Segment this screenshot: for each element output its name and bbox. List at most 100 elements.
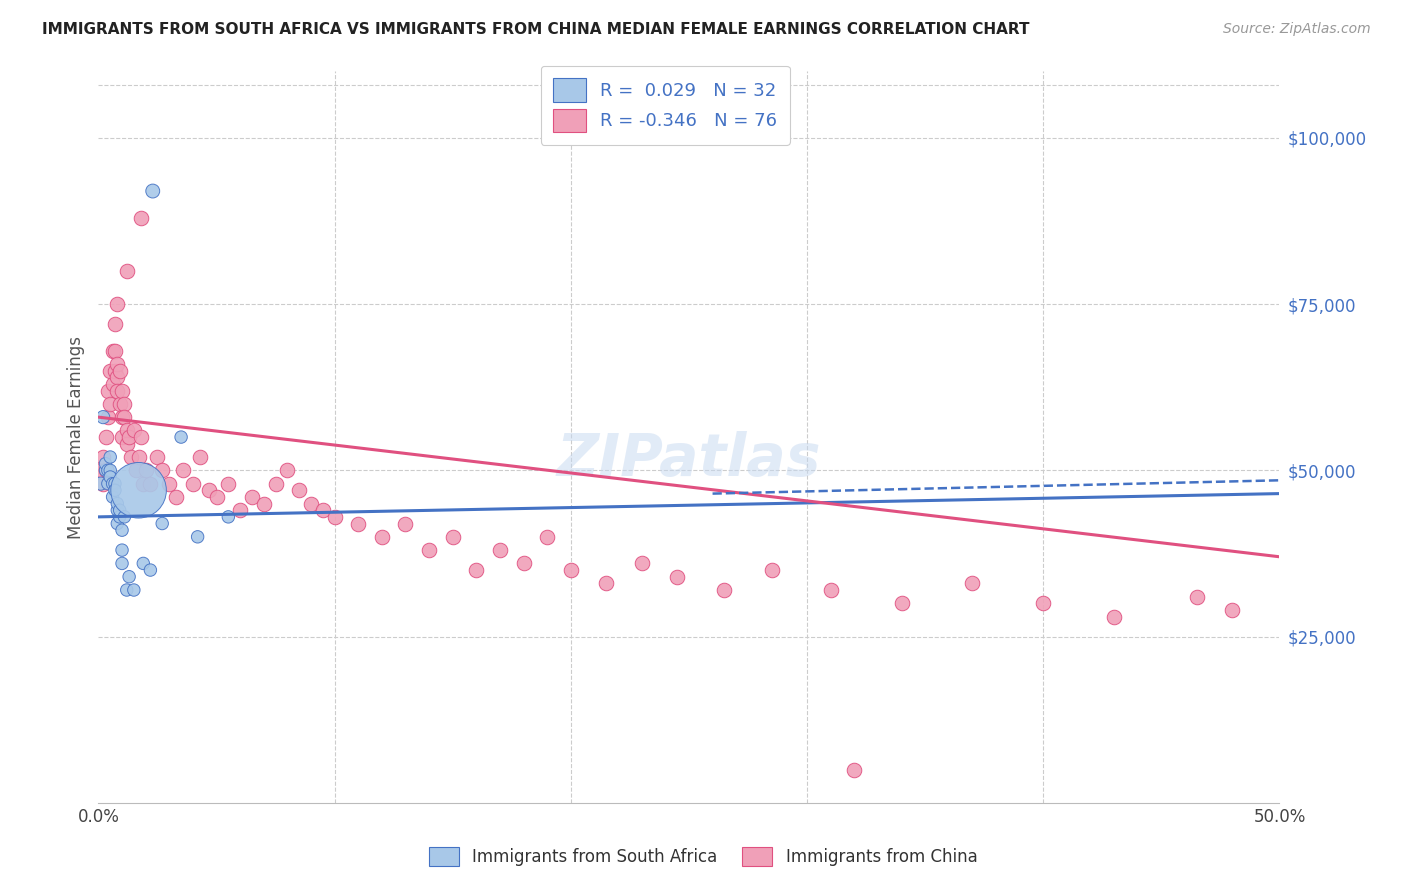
- Point: [104, 476, 127, 491]
- Point: [104, 317, 127, 331]
- Point: [128, 483, 150, 498]
- Point: [560, 563, 582, 577]
- Point: [112, 410, 135, 425]
- Point: [129, 211, 152, 225]
- Point: [181, 476, 204, 491]
- Text: Source: ZipAtlas.com: Source: ZipAtlas.com: [1223, 22, 1371, 37]
- Point: [761, 563, 783, 577]
- Point: [121, 450, 143, 464]
- Point: [118, 430, 141, 444]
- Point: [347, 516, 370, 531]
- Point: [122, 424, 145, 438]
- Point: [229, 503, 252, 517]
- Point: [104, 363, 127, 377]
- Point: [94, 463, 117, 477]
- Point: [205, 490, 228, 504]
- Point: [97, 384, 120, 398]
- Point: [512, 557, 534, 571]
- Point: [94, 430, 117, 444]
- Point: [125, 463, 148, 477]
- Point: [240, 490, 263, 504]
- Point: [104, 343, 127, 358]
- Point: [595, 576, 617, 591]
- Point: [94, 463, 117, 477]
- Point: [108, 397, 131, 411]
- Point: [630, 557, 652, 571]
- Point: [111, 384, 134, 398]
- Point: [97, 463, 120, 477]
- Point: [105, 384, 128, 398]
- Point: [264, 476, 287, 491]
- Point: [98, 450, 121, 464]
- Point: [115, 424, 138, 438]
- Point: [371, 530, 394, 544]
- Point: [98, 397, 121, 411]
- Point: [128, 450, 150, 464]
- Point: [217, 476, 239, 491]
- Point: [170, 430, 193, 444]
- Point: [150, 516, 173, 531]
- Point: [111, 557, 134, 571]
- Point: [666, 570, 689, 584]
- Point: [150, 463, 173, 477]
- Point: [118, 570, 141, 584]
- Point: [418, 543, 440, 558]
- Point: [188, 450, 211, 464]
- Text: IMMIGRANTS FROM SOUTH AFRICA VS IMMIGRANTS FROM CHINA MEDIAN FEMALE EARNINGS COR: IMMIGRANTS FROM SOUTH AFRICA VS IMMIGRAN…: [42, 22, 1029, 37]
- Point: [101, 490, 124, 504]
- Point: [115, 582, 138, 597]
- Point: [104, 483, 127, 498]
- Point: [108, 363, 131, 377]
- Point: [217, 509, 239, 524]
- Point: [101, 476, 124, 491]
- Point: [98, 463, 121, 477]
- Point: [90, 476, 112, 491]
- Point: [111, 523, 134, 537]
- Point: [962, 576, 984, 591]
- Point: [1185, 590, 1208, 604]
- Point: [115, 264, 138, 278]
- Point: [890, 596, 912, 610]
- Point: [312, 503, 335, 517]
- Point: [1102, 609, 1125, 624]
- Point: [108, 503, 131, 517]
- Point: [97, 476, 120, 491]
- Point: [135, 463, 157, 477]
- Point: [98, 363, 121, 377]
- Point: [253, 497, 276, 511]
- Point: [165, 490, 187, 504]
- Point: [105, 503, 128, 517]
- Point: [115, 436, 138, 450]
- Point: [105, 516, 128, 531]
- Point: [323, 509, 346, 524]
- Point: [1220, 603, 1243, 617]
- Point: [713, 582, 735, 597]
- Point: [108, 509, 131, 524]
- Point: [142, 184, 165, 198]
- Point: [489, 543, 512, 558]
- Point: [394, 516, 416, 531]
- Point: [157, 476, 180, 491]
- Text: ZIPatlas: ZIPatlas: [557, 431, 821, 488]
- Point: [820, 582, 842, 597]
- Point: [91, 410, 114, 425]
- Legend: Immigrants from South Africa, Immigrants from China: Immigrants from South Africa, Immigrants…: [420, 838, 986, 875]
- Point: [97, 410, 120, 425]
- Point: [844, 763, 866, 777]
- Point: [105, 357, 128, 371]
- Point: [101, 343, 124, 358]
- Point: [132, 476, 155, 491]
- Point: [98, 470, 121, 484]
- Point: [146, 450, 169, 464]
- Point: [198, 483, 221, 498]
- Point: [139, 476, 162, 491]
- Point: [111, 430, 134, 444]
- Point: [111, 410, 134, 425]
- Point: [105, 497, 128, 511]
- Point: [299, 497, 322, 511]
- Point: [536, 530, 558, 544]
- Point: [276, 463, 298, 477]
- Y-axis label: Median Female Earnings: Median Female Earnings: [66, 335, 84, 539]
- Point: [112, 397, 135, 411]
- Point: [187, 530, 209, 544]
